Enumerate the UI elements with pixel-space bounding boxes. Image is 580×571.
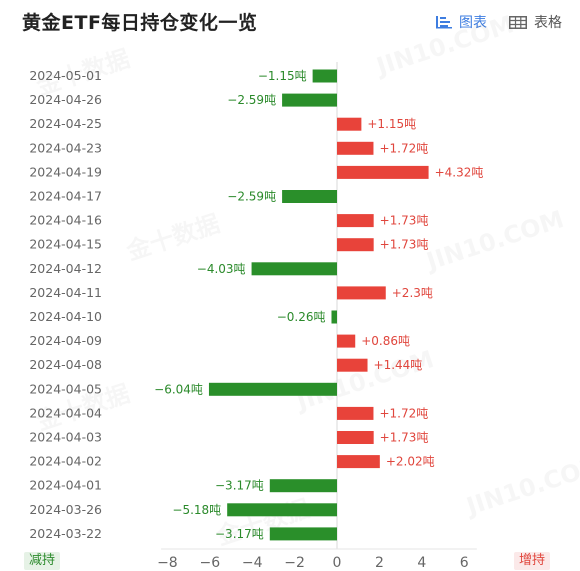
category-label: 2024-04-02 — [29, 454, 102, 469]
category-label: 2024-04-03 — [29, 430, 102, 445]
category-label: 2024-03-22 — [29, 526, 102, 541]
category-label: 2024-04-25 — [29, 116, 102, 131]
category-label: 2024-04-23 — [29, 140, 102, 155]
x-tick-label: −4 — [242, 555, 263, 571]
category-label: 2024-04-09 — [29, 333, 102, 348]
chart-icon — [436, 16, 452, 29]
watermark-text: JIN10.COM — [421, 205, 567, 276]
category-label: 2024-04-11 — [29, 285, 102, 300]
data-label: −2.59吨 — [227, 93, 276, 107]
bar — [337, 214, 374, 228]
data-label: +1.15吨 — [367, 117, 416, 131]
table-icon — [509, 15, 527, 29]
data-label: +1.73吨 — [380, 238, 429, 252]
watermark-text: 金十数据 — [212, 494, 313, 551]
view-tabs: 图表 表格 — [436, 12, 562, 32]
increase-badge: 增持 — [513, 552, 550, 570]
bar — [208, 382, 337, 396]
data-label: +2.3吨 — [392, 286, 433, 300]
data-label: +1.44吨 — [374, 358, 423, 372]
tab-chart[interactable]: 图表 — [436, 12, 487, 32]
bar — [337, 455, 380, 469]
category-label: 2024-04-16 — [29, 213, 102, 228]
tab-table-label: 表格 — [534, 15, 562, 31]
x-tick-label: 2 — [375, 555, 384, 571]
x-tick-label: 0 — [333, 555, 342, 571]
tab-table[interactable]: 表格 — [509, 12, 562, 32]
category-label: 2024-04-26 — [29, 92, 102, 107]
bar — [337, 431, 374, 444]
category-label: 2024-04-12 — [29, 261, 102, 276]
category-label: 2024-04-17 — [29, 189, 102, 204]
category-label: 2024-04-15 — [29, 237, 102, 252]
data-label: −5.18吨 — [172, 503, 221, 517]
bar — [227, 503, 337, 517]
bar — [282, 93, 337, 107]
x-tick-label: −8 — [157, 555, 178, 571]
bar — [331, 310, 337, 324]
data-label: −3.17吨 — [215, 479, 264, 493]
data-label: −1.15吨 — [258, 69, 307, 83]
bar — [282, 190, 337, 203]
page-title: 黄金ETF每日持仓变化一览 — [22, 12, 258, 34]
bar — [337, 117, 362, 131]
data-label: +0.86吨 — [361, 334, 410, 348]
category-label: 2024-04-08 — [29, 357, 102, 372]
watermark-text: JIN10.COM — [461, 450, 580, 521]
category-label: 2024-04-10 — [29, 309, 102, 324]
category-label: 2024-05-01 — [29, 68, 102, 83]
bar — [337, 165, 429, 179]
category-label: 2024-04-19 — [29, 164, 102, 179]
data-label: +2.02吨 — [386, 455, 435, 469]
data-label: −2.59吨 — [227, 190, 276, 204]
data-label: −3.17吨 — [215, 527, 264, 541]
bar — [337, 358, 368, 372]
x-tick-label: 4 — [417, 555, 426, 571]
category-label: 2024-04-01 — [29, 478, 102, 493]
data-label: −0.26吨 — [277, 310, 326, 324]
decrease-badge: 减持 — [24, 552, 61, 570]
data-label: −4.03吨 — [197, 262, 246, 276]
data-label: +1.73吨 — [380, 431, 429, 445]
x-tick-label: 6 — [460, 555, 469, 571]
data-label: +1.73吨 — [380, 214, 429, 228]
bar — [337, 406, 374, 420]
bar — [312, 69, 337, 83]
category-label: 2024-03-26 — [29, 502, 102, 517]
data-label: −6.04吨 — [154, 382, 203, 396]
bar — [269, 527, 337, 541]
data-label: +1.72吨 — [379, 141, 428, 155]
bar — [337, 286, 386, 300]
data-label: +4.32吨 — [435, 165, 484, 179]
x-tick-label: −6 — [199, 555, 220, 571]
category-label: 2024-04-05 — [29, 381, 102, 396]
x-tick-label: −2 — [284, 555, 305, 571]
category-label: 2024-04-04 — [29, 405, 102, 420]
watermark-text: 金十数据 — [122, 209, 223, 266]
bar — [337, 141, 374, 155]
tab-chart-label: 图表 — [459, 15, 487, 31]
watermark-text: JIN10.COM — [371, 10, 517, 81]
bar — [337, 334, 356, 348]
bar — [337, 238, 374, 252]
data-label: +1.72吨 — [379, 406, 428, 420]
bar — [269, 479, 337, 493]
bar — [251, 262, 337, 276]
